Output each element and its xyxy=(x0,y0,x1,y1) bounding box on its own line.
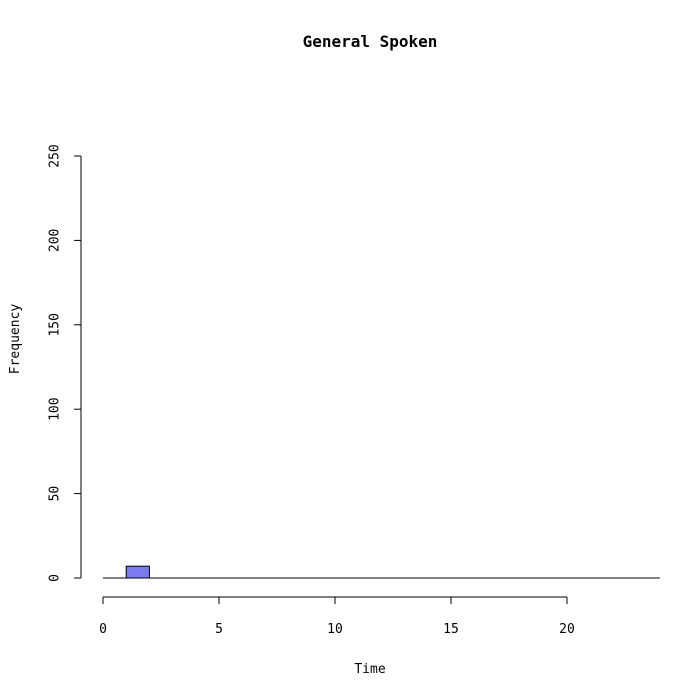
chart-title: General Spoken xyxy=(303,32,438,51)
x-axis-label: Time xyxy=(354,662,385,677)
x-axis: 0 5 10 15 20 xyxy=(99,596,575,637)
plot-area xyxy=(103,565,660,579)
x-tick-label: 10 xyxy=(327,622,343,637)
y-tick-label: 100 xyxy=(48,397,63,420)
x-tick-label: 0 xyxy=(99,622,107,637)
y-tick-label: 150 xyxy=(48,313,63,336)
x-tick-label: 20 xyxy=(559,622,575,637)
y-tick-label: 200 xyxy=(48,229,63,252)
y-axis-label: Frequency xyxy=(8,304,23,375)
y-tick-label: 0 xyxy=(48,574,63,582)
bars-group xyxy=(125,565,150,579)
x-tick-label: 15 xyxy=(443,622,459,637)
x-tick-label: 5 xyxy=(215,622,223,637)
y-axis: 0 50 100 150 200 250 xyxy=(48,144,82,582)
histogram-bar xyxy=(125,565,150,579)
y-tick-label: 50 xyxy=(48,486,63,502)
y-tick-label: 250 xyxy=(48,144,63,167)
